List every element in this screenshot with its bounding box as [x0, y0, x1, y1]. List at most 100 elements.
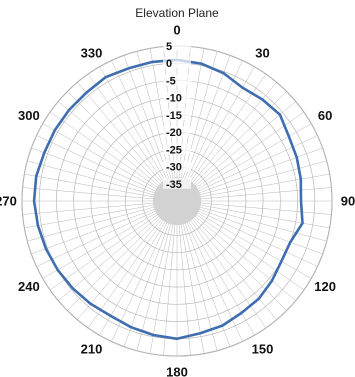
- radial-tick-label: -30: [166, 162, 182, 174]
- data-point: [43, 152, 45, 154]
- grid-spoke: [22, 200, 178, 215]
- grid-spoke: [176, 91, 287, 202]
- angle-tick-label: 330: [81, 45, 103, 60]
- grid-spoke: [67, 200, 178, 311]
- grid-spoke: [42, 200, 178, 279]
- grid-spoke: [27, 200, 178, 242]
- grid-spoke: [176, 200, 287, 311]
- radial-tick-label: 5: [166, 41, 172, 53]
- grid-spoke: [176, 111, 305, 202]
- data-point: [280, 260, 283, 262]
- data-point: [54, 129, 56, 131]
- grid-spoke: [77, 82, 178, 202]
- data-point: [300, 178, 302, 180]
- data-point: [271, 280, 273, 282]
- data-point: [221, 325, 223, 327]
- grid-spoke: [111, 60, 178, 202]
- grid-spoke: [99, 200, 178, 336]
- grid-center: [152, 176, 202, 226]
- grid-spoke: [176, 200, 231, 347]
- grid-spoke: [27, 160, 178, 202]
- grid-spoke: [176, 55, 231, 202]
- radial-label-bg: [163, 126, 191, 138]
- grid-spoke: [176, 73, 267, 202]
- grid-spoke: [36, 135, 178, 202]
- data-point: [261, 98, 263, 101]
- radial-label-bg: [163, 108, 191, 120]
- grid-spoke: [24, 200, 178, 229]
- radial-label-bg: [163, 40, 191, 51]
- grid-spoke: [42, 123, 178, 202]
- data-point: [222, 72, 225, 74]
- grid-spoke: [163, 46, 178, 202]
- grid-spoke: [22, 187, 178, 202]
- grid-spoke: [31, 147, 178, 202]
- grid-spoke: [176, 135, 318, 202]
- grid-spoke: [176, 200, 277, 320]
- grid-spoke: [176, 160, 327, 202]
- data-point: [90, 303, 92, 305]
- data-point: [199, 332, 201, 334]
- data-point: [241, 87, 244, 89]
- grid-spoke: [176, 147, 323, 202]
- grid-spoke: [176, 200, 305, 291]
- grid-spoke: [136, 200, 178, 351]
- chart-title: Elevation Plane: [135, 6, 219, 20]
- grid-spoke: [149, 200, 178, 354]
- grid-spoke: [176, 200, 191, 356]
- data-point: [35, 175, 37, 177]
- grid-spoke: [176, 200, 323, 255]
- data-point: [200, 63, 202, 65]
- data-point: [33, 200, 35, 202]
- data-point: [258, 298, 260, 300]
- data-point: [130, 326, 132, 328]
- data-point: [176, 338, 178, 340]
- grid-spoke: [123, 200, 178, 347]
- grid-spoke: [31, 200, 178, 255]
- grid-spoke: [58, 101, 178, 202]
- data-point: [110, 315, 112, 317]
- radial-tick-label: -35: [166, 179, 182, 191]
- angle-tick-label: 210: [81, 342, 103, 357]
- grid-spoke: [67, 91, 178, 202]
- grid-spoke: [176, 51, 218, 202]
- angle-tick-label: 270: [0, 194, 17, 209]
- data-point: [240, 312, 243, 314]
- grid-spoke: [163, 200, 178, 356]
- data-point: [151, 61, 154, 63]
- grid-spoke: [49, 200, 178, 291]
- angle-tick-label: 90: [341, 194, 355, 209]
- angle-tick-label: 0: [173, 23, 180, 38]
- grid-spoke: [111, 200, 178, 342]
- grid-spoke: [176, 200, 312, 279]
- data-point: [72, 287, 74, 290]
- radial-tick-label: -10: [166, 93, 182, 105]
- grid-spoke: [176, 173, 330, 202]
- grid-spoke: [49, 111, 178, 202]
- angle-tick-label: 120: [314, 279, 336, 294]
- grid-spoke: [176, 200, 296, 301]
- data-point: [128, 67, 130, 69]
- grid-spoke: [176, 200, 332, 215]
- grid-spoke: [149, 48, 178, 202]
- data-point: [288, 135, 290, 138]
- data-point: [45, 248, 47, 250]
- grid-spoke: [176, 200, 218, 351]
- grid-spoke: [36, 200, 178, 267]
- grid-spoke: [176, 200, 327, 242]
- angle-tick-label: 240: [18, 279, 40, 294]
- grid-spoke: [176, 48, 205, 202]
- radial-label-bg: [163, 57, 191, 69]
- grid-spoke: [176, 101, 296, 202]
- grid-spoke: [77, 200, 178, 320]
- data-point: [279, 114, 281, 116]
- radial-label-bg: [163, 160, 191, 172]
- radial-tick-label: -15: [166, 110, 182, 122]
- angle-tick-label: 300: [18, 108, 40, 123]
- data-point: [37, 224, 39, 227]
- grid-spoke: [58, 200, 178, 301]
- radial-tick-label: -20: [166, 127, 182, 139]
- radial-label-bg: [163, 177, 191, 189]
- grid-spoke: [123, 55, 178, 202]
